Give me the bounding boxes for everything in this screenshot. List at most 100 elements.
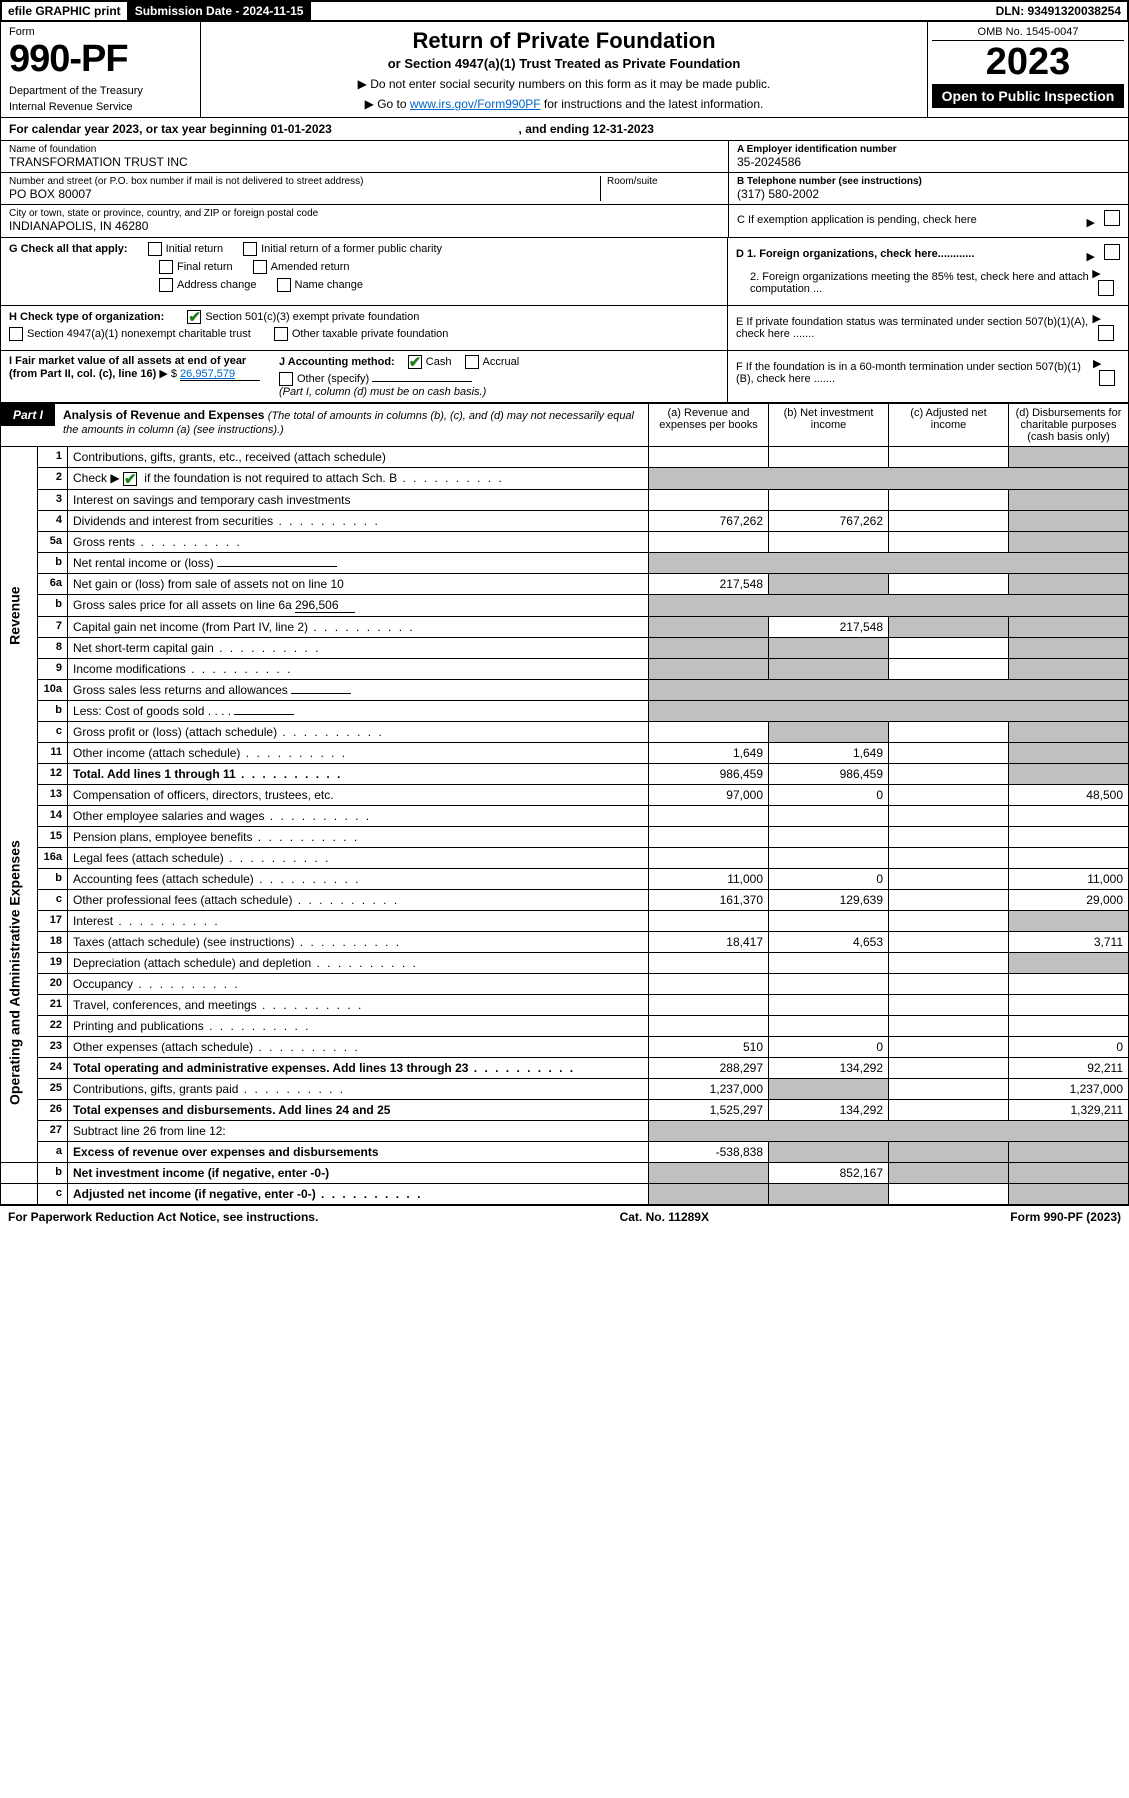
j-other: Other (specify) xyxy=(297,373,369,385)
initial-former-checkbox[interactable] xyxy=(243,242,257,256)
c-cell: C If exemption application is pending, c… xyxy=(729,205,1128,237)
footer-center: Cat. No. 11289X xyxy=(620,1210,709,1224)
l5b-desc: Net rental income or (loss) xyxy=(68,552,649,573)
l6b-pre: Gross sales price for all assets on line… xyxy=(73,598,292,612)
l18-a: 18,417 xyxy=(649,931,769,952)
l19-desc: Depreciation (attach schedule) and deple… xyxy=(68,952,649,973)
room-label: Room/suite xyxy=(607,176,720,187)
cal-mid: , and ending xyxy=(519,122,593,136)
l5b-text: Net rental income or (loss) xyxy=(73,556,214,570)
irs-link[interactable]: www.irs.gov/Form990PF xyxy=(410,97,541,111)
h-opt1: Section 501(c)(3) exempt private foundat… xyxy=(205,311,419,323)
e-checkbox[interactable] xyxy=(1098,325,1114,341)
l20-text: Occupancy xyxy=(73,977,133,991)
l23-desc: Other expenses (attach schedule) xyxy=(68,1036,649,1057)
footer-right: Form 990-PF (2023) xyxy=(1010,1210,1121,1224)
l23-b: 0 xyxy=(769,1036,889,1057)
name-label: Name of foundation xyxy=(9,144,720,155)
l25-text: Contributions, gifts, grants paid xyxy=(73,1082,238,1096)
l5a-desc: Gross rents xyxy=(68,531,649,552)
city-cell: City or town, state or province, country… xyxy=(1,205,728,237)
l16a-text: Legal fees (attach schedule) xyxy=(73,851,224,865)
l5a-text: Gross rents xyxy=(73,535,135,549)
lineno-27b: b xyxy=(38,1162,68,1183)
name-change-checkbox[interactable] xyxy=(277,278,291,292)
d1-checkbox[interactable] xyxy=(1104,244,1120,260)
l13-a: 97,000 xyxy=(649,784,769,805)
l11-a: 1,649 xyxy=(649,742,769,763)
addr-value: PO BOX 80007 xyxy=(9,187,600,201)
l8-desc: Net short-term capital gain xyxy=(68,637,649,658)
final-return-checkbox[interactable] xyxy=(159,260,173,274)
col-a-header: (a) Revenue and expenses per books xyxy=(649,404,769,447)
note-link: ▶ Go to www.irs.gov/Form990PF for instru… xyxy=(211,97,917,111)
lineno-14: 14 xyxy=(38,805,68,826)
lineno-18: 18 xyxy=(38,931,68,952)
note-ssn: ▶ Do not enter social security numbers o… xyxy=(211,77,917,91)
h-501c3-checkbox[interactable] xyxy=(187,310,201,324)
tax-year: 2023 xyxy=(932,41,1124,84)
h-opt3: Other taxable private foundation xyxy=(292,328,449,340)
d2-checkbox[interactable] xyxy=(1098,280,1114,296)
j-cash-checkbox[interactable] xyxy=(408,355,422,369)
part1-label: Part I xyxy=(1,404,55,426)
ij-left: I Fair market value of all assets at end… xyxy=(1,351,728,402)
h-section: H Check type of organization: Section 50… xyxy=(1,306,728,350)
address-change-checkbox[interactable] xyxy=(159,278,173,292)
cal-pre: For calendar year 2023, or tax year begi… xyxy=(9,122,270,136)
l2-checkbox[interactable] xyxy=(123,472,137,486)
foundation-name-cell: Name of foundation TRANSFORMATION TRUST … xyxy=(1,141,728,173)
l4-a: 767,262 xyxy=(649,510,769,531)
lineno-10c: c xyxy=(38,721,68,742)
lineno-8: 8 xyxy=(38,637,68,658)
amended-checkbox[interactable] xyxy=(253,260,267,274)
l19-text: Depreciation (attach schedule) and deple… xyxy=(73,956,311,970)
form-subtitle: or Section 4947(a)(1) Trust Treated as P… xyxy=(211,56,917,71)
c-label: C If exemption application is pending, c… xyxy=(737,214,977,226)
addr-label: Number and street (or P.O. box number if… xyxy=(9,176,600,187)
lineno-1: 1 xyxy=(38,447,68,468)
j-cash: Cash xyxy=(426,356,452,368)
l26-a: 1,525,297 xyxy=(649,1099,769,1120)
lineno-2: 2 xyxy=(38,468,68,490)
l27c-text: Adjusted net income (if negative, enter … xyxy=(73,1187,316,1201)
g-opt-3: Amended return xyxy=(271,261,350,273)
efile-label[interactable]: efile GRAPHIC print xyxy=(2,2,129,20)
header-left: Form 990-PF Department of the Treasury I… xyxy=(1,22,201,117)
foundation-name: TRANSFORMATION TRUST INC xyxy=(9,155,720,169)
ij-section: I Fair market value of all assets at end… xyxy=(0,351,1129,403)
l8-text: Net short-term capital gain xyxy=(73,641,214,655)
l10b-text: Less: Cost of goods sold xyxy=(73,704,204,718)
g-label: G Check all that apply: xyxy=(9,243,128,255)
c-checkbox[interactable] xyxy=(1104,210,1120,226)
l27-desc: Subtract line 26 from line 12: xyxy=(68,1120,649,1141)
tel-label: B Telephone number (see instructions) xyxy=(737,176,1120,187)
lineno-16a: 16a xyxy=(38,847,68,868)
l17-desc: Interest xyxy=(68,910,649,931)
h-other-checkbox[interactable] xyxy=(274,327,288,341)
footer: For Paperwork Reduction Act Notice, see … xyxy=(0,1205,1129,1228)
j-accrual-checkbox[interactable] xyxy=(465,355,479,369)
info-left: Name of foundation TRANSFORMATION TRUST … xyxy=(1,141,728,237)
l4-text: Dividends and interest from securities xyxy=(73,514,273,528)
lineno-17: 17 xyxy=(38,910,68,931)
l16c-b: 129,639 xyxy=(769,889,889,910)
lineno-4: 4 xyxy=(38,510,68,531)
lineno-10a: 10a xyxy=(38,679,68,700)
initial-return-checkbox[interactable] xyxy=(148,242,162,256)
header-center: Return of Private Foundation or Section … xyxy=(201,22,928,117)
h-4947-checkbox[interactable] xyxy=(9,327,23,341)
tel-cell: B Telephone number (see instructions) (3… xyxy=(729,173,1128,205)
l18-desc: Taxes (attach schedule) (see instruction… xyxy=(68,931,649,952)
j-other-checkbox[interactable] xyxy=(279,372,293,386)
lineno-10b: b xyxy=(38,700,68,721)
l16c-d: 29,000 xyxy=(1009,889,1129,910)
ein-label: A Employer identification number xyxy=(737,144,1120,155)
l18-d: 3,711 xyxy=(1009,931,1129,952)
note2-pre: ▶ Go to xyxy=(365,97,410,111)
f-checkbox[interactable] xyxy=(1099,370,1115,386)
l7-text: Capital gain net income (from Part IV, l… xyxy=(73,620,308,634)
i-value[interactable]: 26,957,579 xyxy=(180,368,260,381)
l27c-desc: Adjusted net income (if negative, enter … xyxy=(68,1183,649,1204)
cal-end: 12-31-2023 xyxy=(593,122,654,136)
